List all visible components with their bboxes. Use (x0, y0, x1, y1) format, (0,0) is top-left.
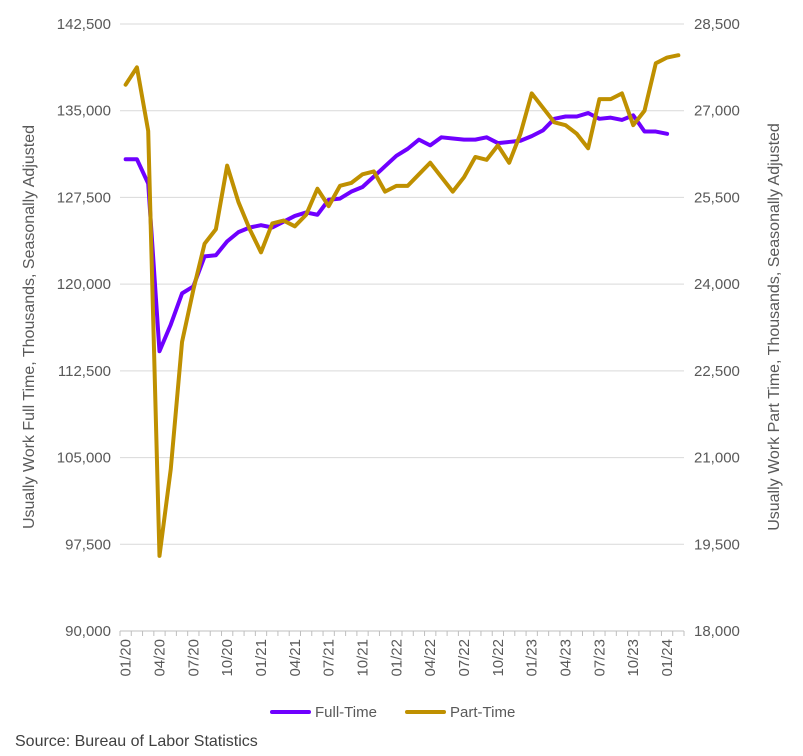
y-right-tick-label: 28,500 (694, 16, 740, 33)
y-right-tick-label: 25,500 (694, 189, 740, 206)
y-left-tick-label: 120,000 (57, 276, 111, 293)
x-tick-label: 10/23 (625, 639, 642, 677)
x-tick-label: 10/21 (355, 639, 372, 677)
x-tick-label: 01/21 (253, 639, 270, 677)
axes: 90,000 18,000 97,500 19,500 105,000 21,000 112… (57, 16, 740, 677)
y-right-tick-label: 24,000 (694, 276, 740, 293)
y-left-tick-label: 142,500 (57, 16, 111, 33)
legend-label-part-time: Part-Time (450, 704, 515, 721)
y-left-tick-label: 112,500 (58, 363, 111, 380)
x-tick-label: 04/20 (151, 639, 168, 677)
gridlines (120, 23, 684, 632)
x-tick-label: 04/22 (422, 639, 439, 677)
x-tick-label: 01/23 (524, 639, 541, 677)
legend-label-full-time: Full-Time (315, 704, 377, 721)
y-right-tick-label: 22,500 (694, 363, 740, 380)
x-tick-label: 07/20 (185, 639, 202, 677)
x-tick-label: 10/22 (490, 639, 507, 677)
x-tick-label: 04/21 (287, 639, 304, 677)
x-tick-label: 01/24 (659, 639, 676, 677)
series-line-full-time (123, 111, 670, 354)
x-tick-label: 07/22 (456, 639, 473, 677)
y-right-tick-label: 19,500 (694, 536, 740, 553)
y-right-tick-label: 27,000 (694, 103, 740, 120)
x-tick-label: 07/21 (321, 639, 338, 677)
y-left-axis-title: Usually Work Full Time, Thousands, Seaso… (21, 125, 38, 529)
y-right-axis-title: Usually Work Part Time, Thousands, Seaso… (766, 123, 783, 531)
series-layer (123, 53, 681, 558)
y-left-tick-label: 105,000 (57, 450, 111, 467)
y-right-tick-label: 18,000 (694, 623, 740, 640)
series-line-part-time (123, 53, 681, 558)
x-tick-label: 04/23 (558, 639, 575, 677)
y-left-tick-label: 97,500 (65, 536, 111, 553)
y-left-tick-label: 135,000 (57, 103, 111, 120)
x-tick-label: 01/20 (118, 639, 135, 677)
y-right-tick-label: 21,000 (694, 450, 740, 467)
legend: Full-Time Part-Time (270, 704, 515, 721)
y-left-tick-label: 90,000 (65, 623, 111, 640)
x-tick-label: 01/22 (388, 639, 405, 677)
x-tick-label: 10/20 (219, 639, 236, 677)
x-tick-label: 07/23 (591, 639, 608, 677)
y-left-tick-label: 127,500 (57, 189, 111, 206)
source-note: Source: Bureau of Labor Statistics (15, 733, 258, 750)
